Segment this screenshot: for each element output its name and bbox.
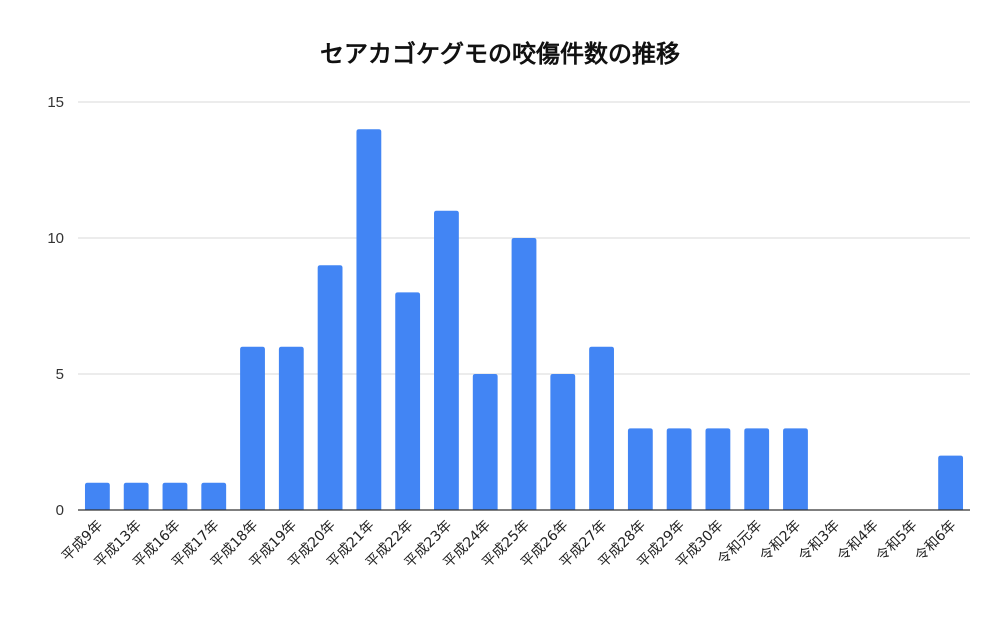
bar-平成22年: [395, 292, 421, 510]
bar-令和元年: [744, 428, 770, 510]
y-axis-tick-labels: 0 5 10 15: [47, 94, 64, 519]
y-tick-label: 15: [47, 94, 64, 111]
y-tick-label: 5: [56, 366, 64, 383]
y-tick-label: 10: [47, 230, 64, 247]
bar-平成21年: [356, 129, 382, 510]
x-tick-label: 令和5年: [873, 518, 920, 565]
bar-平成9年: [84, 482, 110, 510]
bar-平成17年: [201, 482, 227, 510]
bar-平成29年: [666, 428, 692, 510]
bar-平成26年: [550, 374, 576, 510]
bar-平成27年: [589, 346, 614, 510]
bar-令和2年: [783, 428, 808, 510]
bar-令和6年: [938, 455, 964, 510]
y-tick-label: 0: [56, 502, 64, 519]
x-tick-label: 令和3年: [796, 518, 843, 565]
x-tick-label: 令和6年: [912, 518, 959, 565]
bar-平成16年: [162, 482, 188, 510]
x-tick-label: 令和4年: [835, 518, 882, 565]
bars: [84, 129, 964, 511]
x-tick-label: 令和2年: [757, 518, 804, 565]
bar-平成24年: [472, 374, 498, 510]
x-axis-tick-labels: 平成9年平成13年平成16年平成17年平成18年平成19年平成20年平成21年平…: [59, 518, 960, 572]
bar-平成20年: [317, 265, 343, 510]
bar-平成28年: [627, 428, 653, 510]
bar-平成18年: [240, 346, 265, 510]
bar-平成13年: [123, 482, 149, 510]
bar-平成30年: [705, 428, 731, 510]
bar-平成19年: [278, 346, 304, 510]
bar-平成25年: [511, 238, 537, 510]
chart-title: セアカゴケグモの咬傷件数の推移: [320, 40, 680, 68]
bar-平成23年: [434, 210, 459, 511]
